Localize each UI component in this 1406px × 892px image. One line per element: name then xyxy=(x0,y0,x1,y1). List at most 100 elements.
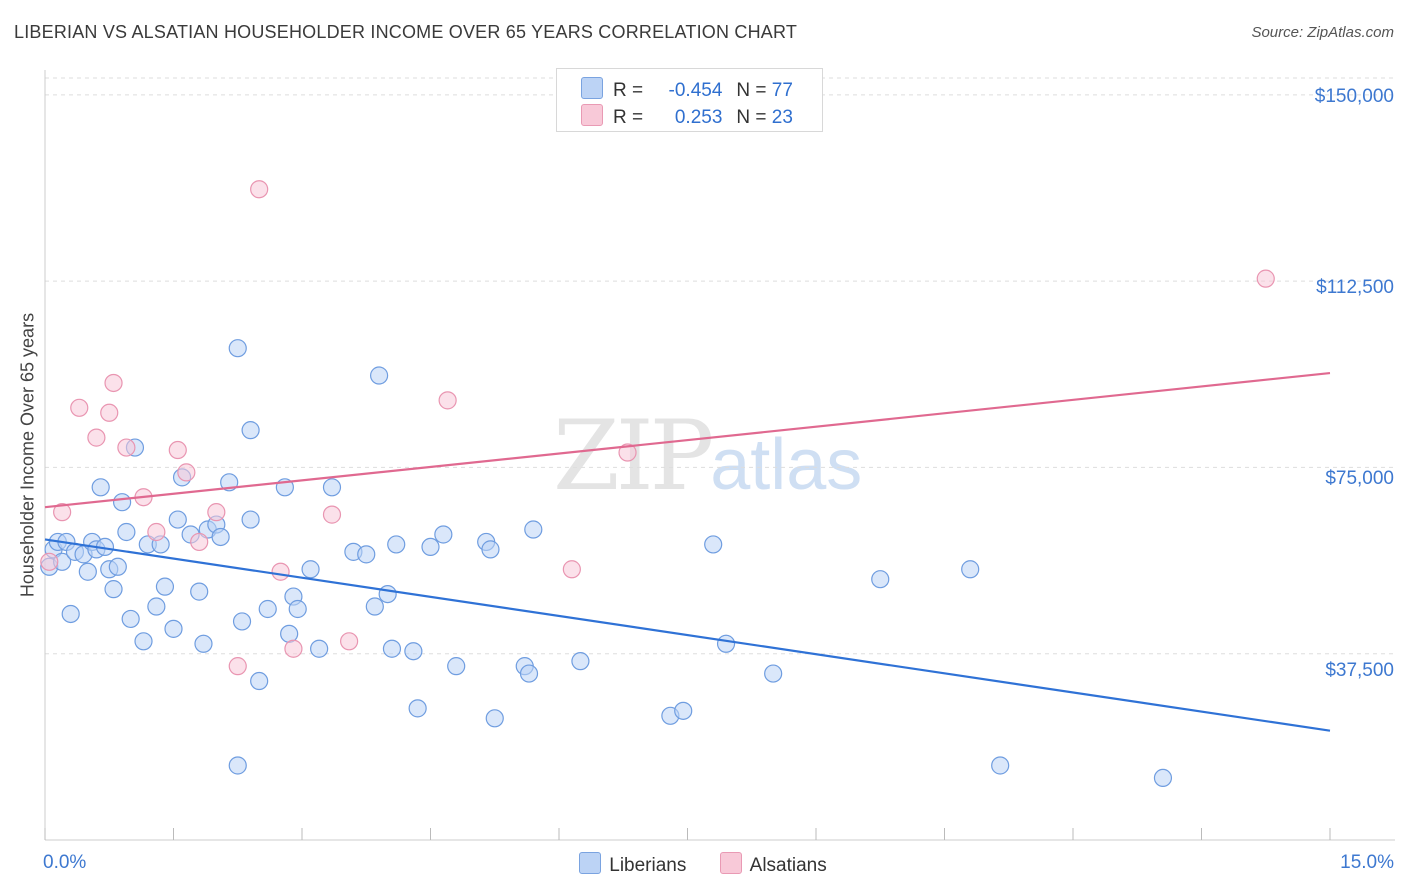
liberians-point xyxy=(108,557,127,576)
liberians-point xyxy=(485,709,504,728)
r-label: R = xyxy=(613,80,644,101)
liberians-point xyxy=(704,535,723,554)
liberians-point xyxy=(301,560,320,579)
alsatians-point xyxy=(87,428,106,447)
alsatians-point xyxy=(147,522,166,542)
alsatians-swatch xyxy=(581,104,603,126)
watermark: ZIPatlas xyxy=(553,400,862,512)
alsatians-point xyxy=(207,503,226,522)
alsatians-point xyxy=(1256,269,1275,288)
liberians-point xyxy=(104,580,123,599)
liberians-point xyxy=(164,619,183,638)
liberians-point xyxy=(211,527,230,547)
chart-title: LIBERIAN VS ALSATIAN HOUSEHOLDER INCOME … xyxy=(14,22,798,42)
x-tick-label-max: 15.0% xyxy=(1340,852,1394,873)
liberians-point xyxy=(991,756,1010,775)
stats-legend-row-alsatians: R = 0.253 N = 23 xyxy=(581,104,793,129)
y-tick-label-75000: $75,000 xyxy=(1325,468,1394,489)
liberians-point xyxy=(232,612,252,631)
liberians-point xyxy=(357,545,376,564)
legend-item-liberians[interactable]: Liberians xyxy=(579,852,686,877)
liberians-point xyxy=(280,624,299,643)
alsatians-point xyxy=(618,443,637,462)
n-label: N = xyxy=(736,107,767,128)
alsatians-point xyxy=(271,562,290,581)
series-legend: Liberians Alsatians xyxy=(0,852,1406,877)
liberians-swatch xyxy=(581,77,603,99)
alsatians-point xyxy=(70,398,89,417)
alsatians-point xyxy=(284,639,303,658)
liberians-point xyxy=(155,577,175,596)
legend-label: Liberians xyxy=(609,855,687,876)
liberians-point xyxy=(382,639,402,658)
liberians-point xyxy=(322,478,342,497)
liberians-trend-line xyxy=(44,538,1331,732)
liberians-point xyxy=(519,664,539,683)
liberians-swatch xyxy=(579,852,602,874)
liberians-point xyxy=(764,664,783,683)
liberians-point xyxy=(434,525,453,544)
liberians-point xyxy=(387,535,406,554)
alsatians-point xyxy=(53,503,72,522)
liberians-point xyxy=(121,609,140,629)
liberians-point xyxy=(404,642,423,661)
y-tick-label-37500: $37,500 xyxy=(1325,660,1394,681)
liberians-point xyxy=(190,582,209,601)
liberians-point xyxy=(674,701,693,720)
n-label: N = xyxy=(736,80,767,101)
alsatians-point xyxy=(190,532,209,552)
liberians-point xyxy=(61,604,80,624)
alsatians-point xyxy=(438,391,457,410)
liberians-point xyxy=(241,421,260,440)
r-value: -0.454 xyxy=(668,80,723,101)
legend-item-alsatians[interactable]: Alsatians xyxy=(719,852,827,877)
liberians-point xyxy=(134,632,153,651)
source-label: Source: ZipAtlas.com xyxy=(1251,24,1394,41)
alsatians-point xyxy=(104,373,123,393)
stats-legend-row-liberians: R = -0.454 N = 77 xyxy=(581,77,793,102)
liberians-point xyxy=(258,599,277,619)
n-value: 77 xyxy=(771,80,793,101)
alsatians-trend-line xyxy=(44,371,1331,509)
liberians-point xyxy=(168,510,187,529)
liberians-point xyxy=(524,520,543,539)
liberians-point xyxy=(1153,768,1173,788)
n-value: 23 xyxy=(771,107,793,128)
liberians-point xyxy=(310,639,329,658)
liberians-point xyxy=(481,540,500,559)
liberians-point xyxy=(117,522,136,542)
alsatians-point xyxy=(100,403,119,422)
x-tick-label-min: 0.0% xyxy=(43,852,87,873)
liberians-point xyxy=(250,671,269,691)
r-value: 0.253 xyxy=(674,107,723,128)
alsatians-point xyxy=(250,180,269,199)
liberians-point xyxy=(571,652,590,671)
alsatians-point xyxy=(562,560,581,579)
liberians-point xyxy=(378,584,397,604)
liberians-point xyxy=(194,634,213,653)
alsatians-point xyxy=(177,463,196,482)
liberians-point xyxy=(447,657,466,676)
liberians-point xyxy=(370,366,389,385)
y-tick-label-112500: $112,500 xyxy=(1316,277,1394,298)
liberians-point xyxy=(408,699,427,718)
liberians-point xyxy=(228,756,247,775)
liberians-point xyxy=(91,478,110,497)
liberians-point xyxy=(112,493,132,512)
y-axis-title: Householder Income Over 65 years xyxy=(17,312,38,598)
alsatians-point xyxy=(117,438,136,457)
y-tick-label-150000: $150,000 xyxy=(1314,86,1394,107)
alsatians-point xyxy=(340,632,359,651)
liberians-point xyxy=(288,599,307,619)
stats-legend: R = -0.454 N = 77 R = 0.253 N = 23 xyxy=(556,68,823,132)
alsatians-point xyxy=(322,505,342,524)
alsatians-point xyxy=(168,440,187,460)
liberians-point xyxy=(147,597,166,616)
liberians-point xyxy=(241,510,260,529)
watermark-atlas: atlas xyxy=(710,425,863,505)
liberians-point xyxy=(78,562,97,581)
liberians-point xyxy=(871,570,890,589)
alsatians-point xyxy=(40,552,59,571)
alsatians-swatch xyxy=(719,852,742,874)
